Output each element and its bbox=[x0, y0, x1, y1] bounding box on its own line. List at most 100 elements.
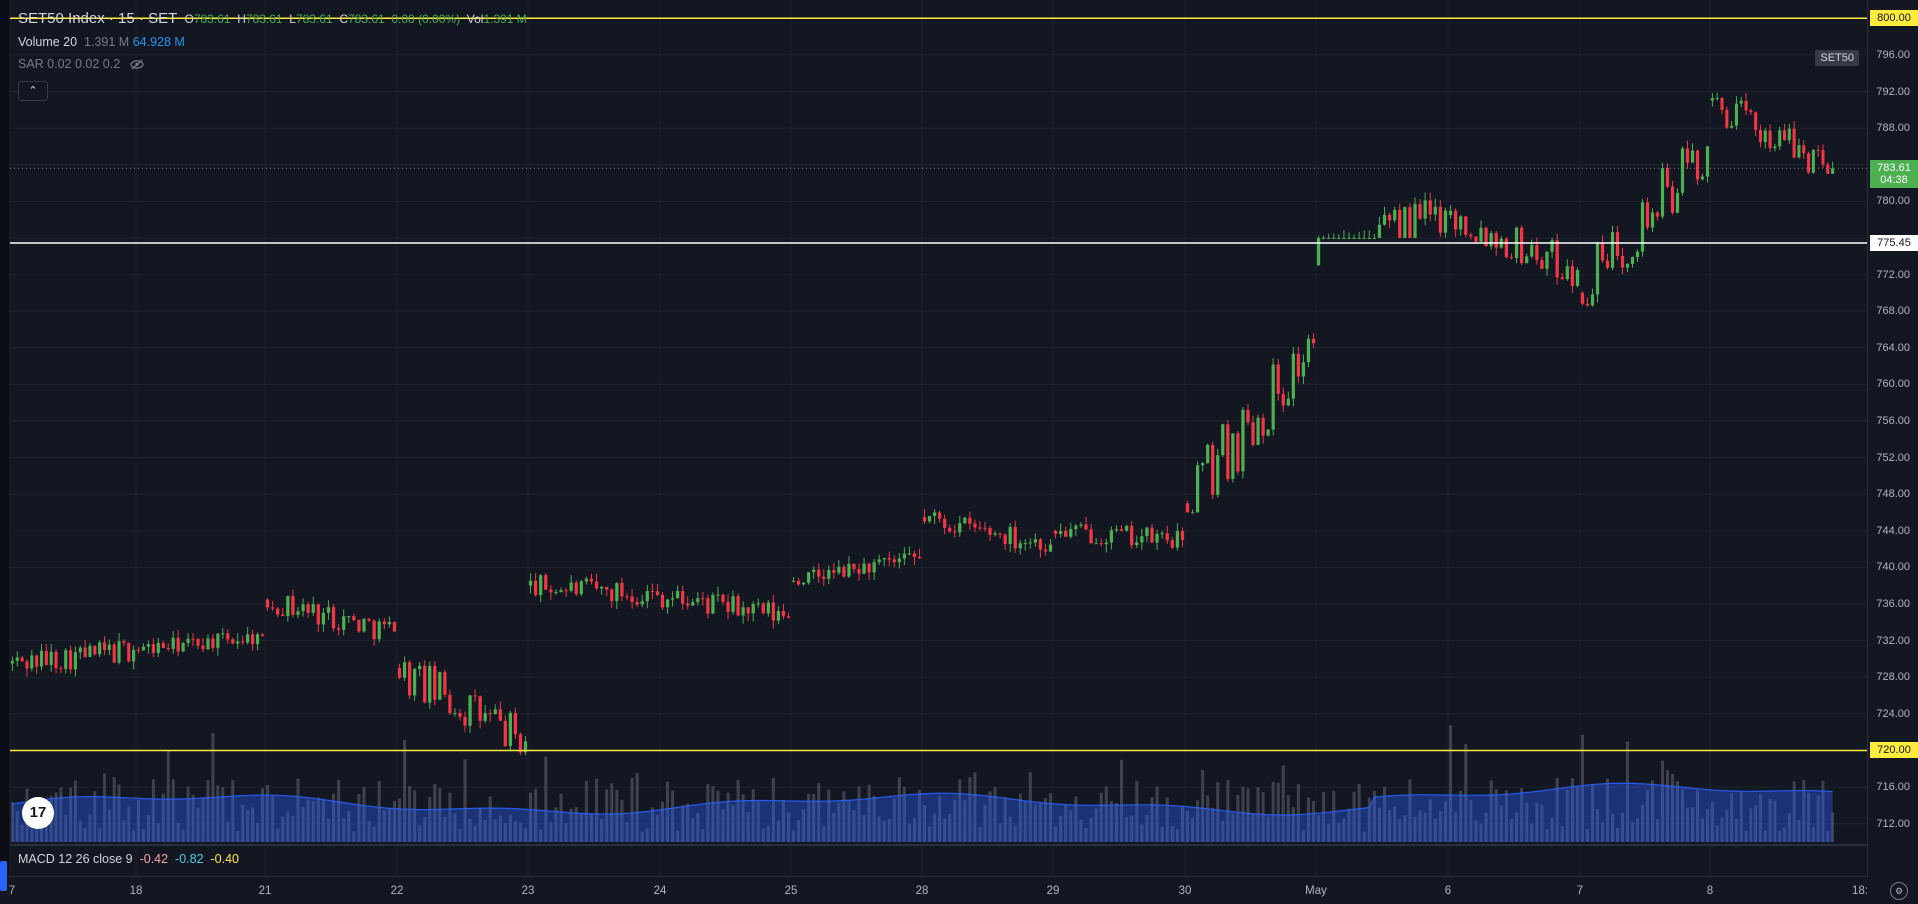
volume-legend[interactable]: Volume 20 1.391 M 64.928 M bbox=[18, 35, 185, 49]
volume-bar bbox=[923, 805, 927, 842]
volume-bar bbox=[842, 791, 846, 842]
candle-body bbox=[670, 598, 675, 600]
macd-legend[interactable]: MACD 12 26 close 9 -0.42 -0.82 -0.40 bbox=[18, 852, 239, 866]
volume-bar bbox=[822, 826, 826, 842]
candle-body bbox=[973, 523, 977, 528]
time-tick-label: 25 bbox=[784, 885, 798, 897]
candle-body bbox=[1494, 233, 1498, 248]
volume-bar bbox=[1626, 741, 1629, 842]
volume-bar bbox=[276, 828, 280, 842]
volume-bar bbox=[342, 818, 346, 842]
candle-body bbox=[1028, 542, 1032, 544]
candle-body bbox=[686, 603, 690, 606]
candle-body bbox=[998, 533, 1002, 535]
candle-body bbox=[276, 608, 280, 615]
candle-body bbox=[822, 576, 826, 579]
volume-bar bbox=[1023, 801, 1027, 842]
candle-body bbox=[1428, 200, 1432, 215]
sar-legend[interactable]: SAR 0.02 0.02 0.2 bbox=[18, 57, 144, 71]
candle-body bbox=[1453, 210, 1458, 230]
candle-body bbox=[1216, 455, 1220, 495]
time-tick-label: 29 bbox=[1046, 885, 1060, 897]
volume-bar bbox=[1474, 820, 1478, 842]
candle-body bbox=[1140, 536, 1144, 543]
candle-body bbox=[331, 607, 336, 629]
volume-bar bbox=[701, 829, 705, 842]
collapse-legend-button[interactable]: ⌃ bbox=[18, 81, 48, 101]
volume-bar bbox=[544, 756, 548, 842]
volume-bar bbox=[20, 824, 24, 842]
candle-body bbox=[1023, 543, 1027, 545]
volume-bar bbox=[1383, 787, 1387, 842]
candle-body bbox=[701, 598, 705, 600]
candle-body bbox=[241, 641, 245, 643]
volume-bar bbox=[807, 794, 811, 842]
candle-body bbox=[362, 618, 366, 632]
volume-bar bbox=[827, 789, 831, 842]
time-axis[interactable]: 7 18 21 22 23 24 25 28 29 30 May 6 7 8 18: bbox=[0, 876, 1868, 904]
candle-body bbox=[326, 607, 331, 613]
candle-body bbox=[1448, 210, 1453, 216]
candle-body bbox=[1180, 531, 1185, 540]
candle-body bbox=[286, 596, 290, 617]
volume-bar bbox=[1831, 812, 1835, 842]
candle-body bbox=[1155, 533, 1159, 543]
volume-bar bbox=[625, 822, 629, 842]
candle-body bbox=[508, 713, 512, 747]
price-axis[interactable]: 796.00 792.00 788.00 780.00 772.00 768.00 764.… bbox=[1867, 0, 1918, 885]
volume-bar bbox=[453, 813, 457, 842]
candle-body bbox=[428, 665, 432, 703]
price-tick-label: 748.00 bbox=[1876, 488, 1910, 501]
candle-body bbox=[1246, 409, 1250, 423]
tradingview-logo[interactable]: 17 bbox=[22, 797, 54, 829]
candle-body bbox=[443, 672, 447, 695]
volume-bar bbox=[478, 807, 482, 842]
price-tick-label: 752.00 bbox=[1876, 451, 1910, 464]
candle-body bbox=[306, 604, 310, 613]
candle-body bbox=[1084, 524, 1088, 530]
volume-bar bbox=[1730, 793, 1734, 842]
volume-bar bbox=[1581, 734, 1584, 842]
volume-bar bbox=[1327, 823, 1331, 842]
eye-hidden-icon[interactable] bbox=[130, 59, 144, 70]
candle-body bbox=[191, 638, 195, 640]
volume-bar bbox=[1720, 817, 1724, 842]
volume-bar bbox=[1246, 788, 1250, 842]
candle-body bbox=[255, 634, 260, 645]
volume-bar bbox=[236, 831, 240, 842]
candle-body bbox=[857, 569, 861, 574]
volume-bar bbox=[1759, 794, 1762, 842]
price-tick-label: 764.00 bbox=[1876, 341, 1910, 354]
volume-bar bbox=[1114, 802, 1118, 842]
low-label: L bbox=[289, 12, 296, 26]
candle-body bbox=[1135, 542, 1139, 546]
candle-body bbox=[1241, 409, 1245, 472]
volume-bar bbox=[201, 797, 205, 842]
pane-scroll-handle[interactable] bbox=[0, 861, 7, 891]
volume-bar bbox=[1206, 795, 1210, 842]
volume-bar bbox=[1231, 813, 1235, 842]
candle-body bbox=[418, 665, 422, 670]
candle-body bbox=[1352, 237, 1356, 239]
volume-bar bbox=[1636, 818, 1639, 842]
candle-body bbox=[1758, 129, 1763, 142]
candle-body bbox=[817, 569, 821, 577]
volume-bar bbox=[958, 779, 962, 842]
candle-body bbox=[544, 575, 548, 590]
candle-body bbox=[1615, 232, 1620, 257]
volume-bar bbox=[1191, 817, 1195, 842]
symbol-title[interactable]: SET50 Index · 15 · SET bbox=[18, 10, 177, 27]
candle-body bbox=[1145, 527, 1149, 537]
candle-body bbox=[102, 642, 107, 651]
candle-body bbox=[1565, 266, 1569, 280]
candle-body bbox=[1064, 530, 1068, 537]
settings-icon[interactable]: ⚙ bbox=[1890, 882, 1908, 900]
volume-bar bbox=[1251, 813, 1255, 842]
candle-body bbox=[1398, 209, 1402, 238]
volume-bar bbox=[584, 780, 588, 842]
volume-bar bbox=[1494, 789, 1498, 842]
candle-body bbox=[518, 734, 523, 753]
volume-bar bbox=[107, 809, 111, 842]
